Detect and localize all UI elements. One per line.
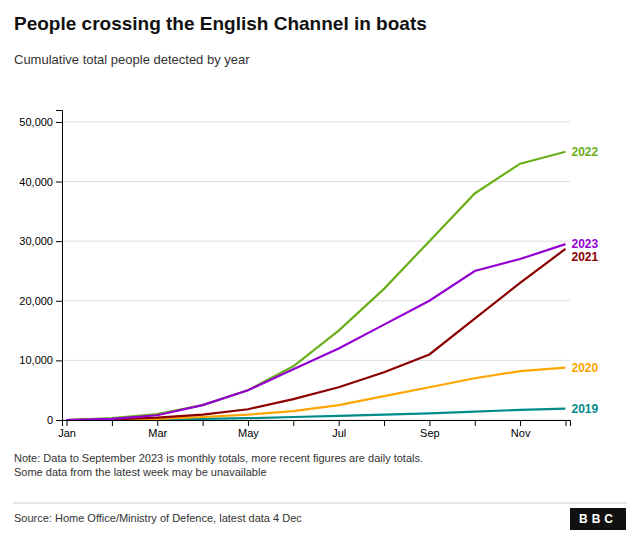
x-tick: Mar [148,420,167,439]
x-tick [293,420,294,426]
logo: BBC [570,508,626,530]
y-tick: 40,000 [19,176,62,188]
y-tick: 0 [47,414,62,426]
plot: Jan Mar May Jul Sep Nov 0 10,000 20,000 30,000 40,… [19,111,598,439]
y-axis-line [56,111,63,421]
x-tick [203,420,204,426]
x-tick-mark [157,420,158,426]
x-tick-label: Sep [420,427,440,439]
grid-line [62,241,570,242]
series-label: 2020 [571,361,598,375]
series-label: 2023 [571,237,598,251]
y-tick-mark [56,360,62,361]
x-tick-mark [248,420,249,426]
y-axis: 0 10,000 20,000 30,000 40,000 50,000 [19,111,62,427]
x-tick-mark [112,420,113,426]
x-tick-mark [429,420,430,426]
y-tick-label: 30,000 [19,235,53,247]
x-tick-label: Jul [332,427,346,439]
series-line [67,152,566,420]
series-label: 2021 [571,250,598,264]
x-tick-mark [520,420,521,426]
grid [62,122,570,420]
lines [67,152,566,420]
y-tick-mark [56,301,62,302]
y-tick-label: 10,000 [19,354,53,366]
title: People crossing the English Channel in b… [14,13,427,34]
x-tick-mark [339,420,340,426]
grid-line [62,300,570,301]
source: Source: Home Office/Ministry of Defence,… [14,512,302,524]
x-tick [384,420,385,426]
logo-box [570,508,626,530]
x-axis: Jan Mar May Jul Sep Nov [58,420,570,439]
x-tick: Sep [420,420,440,439]
chart: People crossing the English Channel in b… [0,0,640,540]
x-tick: Jan [58,420,76,439]
series-label: 2019 [571,402,598,416]
y-tick-mark [56,241,62,242]
x-axis-line [63,421,571,427]
series-label: 2022 [571,145,598,159]
series-line [67,244,566,420]
y-tick-label: 40,000 [19,176,53,188]
y-tick-mark [56,122,62,123]
x-tick-label: Mar [148,427,167,439]
series-line [67,249,566,420]
y-tick-mark [56,182,62,183]
x-tick: Jul [332,420,346,439]
x-tick-label: Jan [58,427,76,439]
x-tick-label: May [238,427,259,439]
grid-line [62,121,570,122]
x-tick [565,420,566,426]
x-tick-mark [67,420,68,426]
y-tick-label: 20,000 [19,295,53,307]
x-tick: May [238,420,259,439]
logo-text: BBC [579,512,617,526]
x-tick [475,420,476,426]
subtitle: Cumulative total people detected by year [14,52,250,67]
y-tick-label: 0 [47,414,53,426]
x-tick-mark [203,420,204,426]
y-tick-label: 50,000 [19,116,53,128]
y-tick: 50,000 [19,116,62,128]
x-tick: Nov [511,420,531,439]
x-tick-mark [384,420,385,426]
x-tick [112,420,113,426]
x-tick-label: Nov [511,427,531,439]
separator [13,503,627,504]
x-tick-mark [293,420,294,426]
y-tick: 30,000 [19,235,62,247]
y-tick: 20,000 [19,295,62,307]
y-tick: 10,000 [19,354,62,366]
y-tick-mark [56,420,62,421]
x-tick-mark [565,420,566,426]
note: Note: Data to September 2023 is monthly … [14,452,423,478]
x-tick-mark [475,420,476,426]
